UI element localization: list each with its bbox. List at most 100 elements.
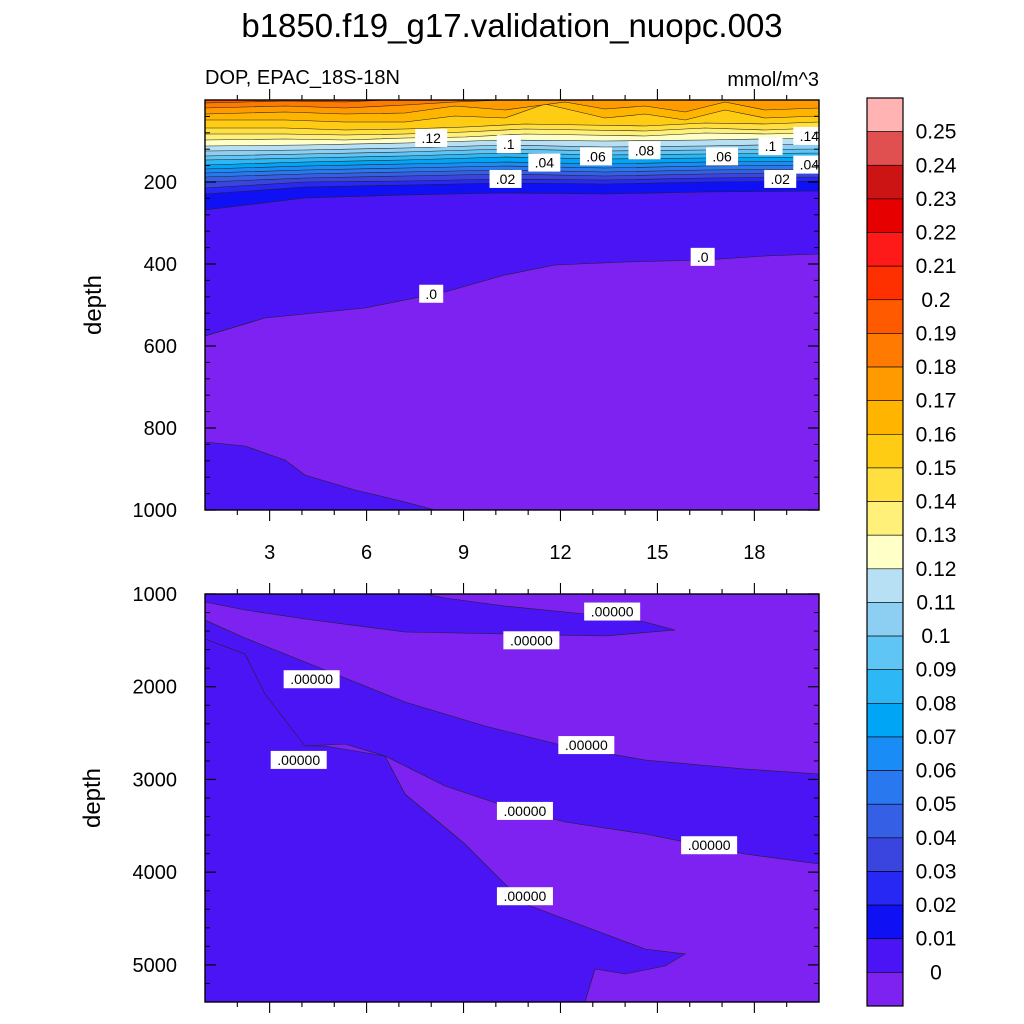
contour-label: .02: [489, 169, 522, 188]
colorbar-swatch: [866, 433, 904, 469]
colorbar-label: 0.05: [916, 793, 957, 816]
contour-label-box: [489, 169, 522, 188]
contour-label-box: [283, 670, 340, 689]
colorbar-label: 0.18: [916, 356, 957, 379]
contour-label-box: [496, 135, 521, 154]
x-tick-label: 9: [458, 542, 469, 564]
contour-label-text: .14: [800, 128, 820, 144]
lower-y-axis-label: depth: [79, 768, 106, 828]
y-tick-label: 3000: [133, 769, 178, 791]
colorbar-swatch: [866, 703, 904, 738]
contour-label-text: .02: [496, 171, 516, 187]
colorbar-label: 0.06: [916, 760, 957, 783]
contour-label: .06: [706, 147, 739, 166]
contour-label: .00000: [496, 887, 553, 906]
colorbar-label: 0.24: [916, 154, 957, 177]
colorbar: 0.25 0.24 0.23 0.22 0.21 0.2 0.19 0.18 0.17 0.16 0…: [866, 97, 957, 1007]
contour-label-box: [758, 137, 783, 156]
colorbar-swatch: [866, 164, 904, 200]
contour-label-text: .12: [421, 130, 441, 146]
colorbar-label: 0.1: [921, 625, 950, 648]
upper-panel: .12 .1 .04 .06 .08 .06 .1 .14 .02 .02 .04 .0 .0 200 4…: [80, 89, 826, 564]
contour-label-box: [558, 736, 615, 755]
contour-label: .04: [528, 153, 561, 172]
y-tick-label: 600: [144, 336, 177, 358]
contour-label-text: .0: [697, 249, 709, 265]
contour-label-text: .00000: [290, 671, 333, 687]
colorbar-label: 0.01: [916, 928, 957, 951]
colorbar-label: 0.17: [916, 390, 957, 413]
colorbar-swatch: [866, 938, 904, 973]
contour-label: .14: [793, 126, 826, 145]
tongue-middle: [205, 619, 819, 865]
contour-label-text: .04: [800, 157, 820, 173]
contour-label-box: [584, 602, 641, 621]
colorbar-swatch: [866, 602, 904, 637]
upper-frame: [204, 99, 820, 511]
contour-label-box: [764, 169, 797, 188]
upper-ticks: 200 400 600 800 1000 3 6 9 12 15 18: [133, 89, 819, 564]
colorbar-swatch: [866, 299, 904, 334]
colorbar-swatch: [866, 265, 904, 301]
contour-label: .00000: [681, 836, 738, 855]
contour-label: .00000: [558, 736, 615, 755]
colorbar-swatch: [866, 904, 904, 940]
y-tick-label: 1000: [133, 584, 178, 606]
contour-label-text: .06: [712, 148, 732, 164]
colorbar-label: 0.11: [916, 591, 955, 614]
region-deep-blob: [205, 441, 436, 510]
colorbar-label: 0.23: [916, 188, 957, 211]
y-tick-label: 2000: [133, 677, 178, 699]
contour-label: .00000: [496, 801, 553, 820]
colorbar-swatch: [866, 770, 904, 805]
contour-label: .00000: [283, 670, 340, 689]
colorbar-label: 0.13: [916, 524, 957, 547]
colorbar-label: 0.09: [916, 659, 957, 682]
contour-label-box: [793, 155, 826, 174]
contour-label-box: [419, 284, 444, 303]
chart-units: mmol/m^3: [727, 69, 819, 91]
contour-label: .08: [628, 141, 661, 160]
colorbar-swatch: [866, 568, 904, 603]
contour-label-box: [706, 147, 739, 166]
contour-label: .02: [764, 169, 797, 188]
contour-label: .00000: [584, 602, 641, 621]
colorbar-swatch: [866, 635, 904, 671]
colorbar-label: 0.02: [916, 894, 957, 917]
y-tick-label: 800: [144, 418, 177, 440]
colorbar-swatch: [866, 333, 904, 368]
contour-label-text: .00000: [591, 604, 634, 620]
contour-label-box: [690, 247, 715, 266]
colorbar-label: 0: [930, 961, 942, 984]
colorbar-label: 0.15: [916, 457, 957, 480]
colorbar-swatch: [866, 198, 904, 233]
colorbar-label: 0.16: [916, 423, 957, 446]
colorbar-swatch: [866, 97, 904, 132]
contour-label: .00000: [270, 750, 327, 769]
contour-label-box: [415, 128, 448, 147]
x-tick-label: 6: [361, 542, 372, 564]
colorbar-label: 0.19: [916, 322, 957, 345]
contour-label-text: .00000: [688, 837, 731, 853]
contour-label: .12: [415, 128, 448, 147]
colorbar-swatch: [866, 467, 904, 502]
contour-label-text: .02: [770, 171, 790, 187]
chart-subtitle-left: DOP, EPAC_18S-18N: [205, 67, 400, 89]
colorbar-swatch: [866, 501, 904, 536]
colorbar-swatch: [866, 972, 904, 1007]
x-tick-label: 18: [743, 542, 765, 564]
colorbar-label: 0.07: [916, 726, 957, 749]
colorbar-swatch: [866, 131, 904, 166]
contour-label-box: [628, 141, 661, 160]
colorbar-label: 0.03: [916, 860, 957, 883]
band-019: [205, 100, 386, 104]
colorbar-label: 0.2: [921, 289, 950, 312]
contour-label-box: [503, 631, 560, 650]
y-tick-label: 5000: [133, 955, 178, 977]
colorbar-swatch: [866, 534, 904, 570]
colorbar-label: 0.21: [916, 255, 957, 278]
chart-title: b1850.f19_g17.validation_nuopc.003: [241, 7, 782, 44]
contour-label-text: .1: [503, 136, 515, 152]
contour-label-text: .00000: [277, 752, 320, 768]
